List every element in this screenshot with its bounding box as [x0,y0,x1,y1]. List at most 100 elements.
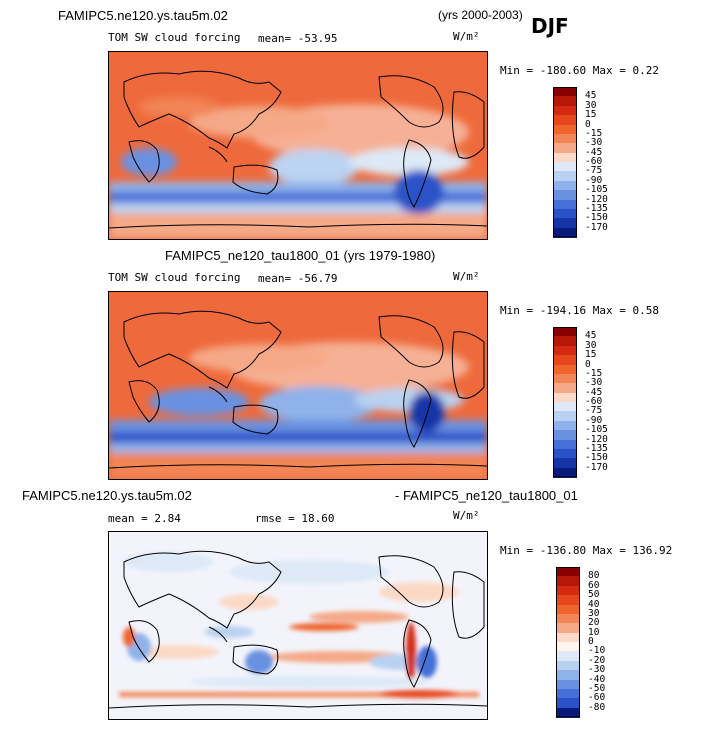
panel3-mean: mean = 2.84 [108,512,181,525]
colorbar-tick-label: 30 [588,607,600,619]
panel2-mean: mean= -56.79 [258,272,338,285]
colorbar-swatch [553,208,577,219]
colorbar-tick-label: -45 [585,146,603,158]
colorbar-swatch [553,355,577,365]
colorbar-tick-label: -90 [585,174,603,186]
colorbar-swatch [556,604,580,615]
colorbar-tick-label: 20 [588,617,600,629]
colorbar-tick-label: -80 [588,701,606,713]
colorbar-tick-label: 0 [585,358,591,370]
colorbar-swatch [556,595,580,605]
colorbar-tick-label: -15 [585,367,603,379]
colorbar-swatch [553,373,577,384]
colorbar-swatch [553,218,577,229]
colorbar-tick-label: -135 [585,442,608,454]
panel3-rmse: rmse = 18.60 [255,512,335,525]
panel1-map [108,51,488,240]
colorbar-swatch [553,327,577,337]
colorbar-tick-label: 30 [585,99,597,111]
panel3-units: W/m² [453,509,480,522]
colorbar-swatch [556,679,580,690]
colorbar-tick-label: -20 [588,654,606,666]
colorbar-swatch [553,392,577,403]
panel2-title: FAMIPC5_ne120_tau1800_01 (yrs 1979-1980) [165,248,436,263]
colorbar-swatch [553,190,577,200]
colorbar-swatch [556,660,580,671]
colorbar-tick-label: -60 [585,396,603,407]
colorbar-tick-label: -90 [585,414,603,426]
colorbar-swatch [553,439,577,450]
colorbar-tick-label: 40 [588,598,600,610]
colorbar-swatch [553,364,577,375]
colorbar-swatch [553,199,577,210]
colorbar-tick-label: 50 [588,589,600,601]
panel1-title: FAMIPC5.ne120.ys.tau5m.02 [58,8,228,23]
colorbar-tick-label: -75 [585,165,603,177]
colorbar-tick-label: 0 [588,636,594,647]
colorbar-swatch [556,642,580,652]
colorbar-tick-label: 80 [588,570,600,582]
colorbar-swatch [553,402,577,412]
colorbar-tick-label: -105 [585,184,608,196]
colorbar-swatch [553,411,577,422]
panel3-title-right: - FAMIPC5_ne120_tau1800_01 [395,488,578,503]
colorbar-swatch [553,430,577,440]
colorbar-swatch [553,152,577,163]
colorbar-swatch [553,458,577,469]
colorbar-tick-label: -150 [585,452,608,464]
colorbar-tick-label: -135 [585,202,608,214]
colorbar-tick-label: -50 [588,682,606,694]
colorbar-swatch [556,585,580,596]
colorbar-swatch [556,670,580,680]
colorbar-tick-label: 45 [585,330,597,342]
panel3-colorbar-frame [556,567,580,717]
panel2-units: W/m² [453,270,480,283]
colorbar-tick-label: -30 [585,377,603,389]
colorbar-swatch [556,567,580,577]
panel1-minmax: Min = -180.60 Max = 0.22 [500,64,659,77]
colorbar-tick-label: -45 [585,386,603,398]
colorbar-swatch [553,448,577,459]
panel2-colorbar-frame [553,327,577,477]
panel2-variable: TOM SW cloud forcing [108,271,241,284]
colorbar-tick-label: 0 [585,118,591,130]
season-label: DJF [531,14,569,38]
colorbar-swatch [553,227,577,238]
panel3-title-left: FAMIPC5.ne120.ys.tau5m.02 [22,488,192,503]
panel1-units: W/m² [453,30,480,43]
colorbar-swatch [556,651,580,662]
colorbar-tick-label: -120 [585,433,608,445]
colorbar-tick-label: -30 [588,664,606,676]
colorbar-swatch [553,162,577,172]
panel1-years: (yrs 2000-2003) [438,8,523,22]
colorbar-swatch [553,383,577,394]
colorbar-swatch [553,115,577,125]
colorbar-tick-label: -30 [585,137,603,149]
colorbar-swatch [556,632,580,643]
colorbar-swatch [553,171,577,182]
colorbar-swatch [553,87,577,97]
colorbar-swatch [553,105,577,116]
colorbar-swatch [553,124,577,135]
colorbar-swatch [553,467,577,478]
panel1-mean: mean= -53.95 [258,32,338,45]
colorbar-tick-label: -15 [585,127,603,139]
colorbar-swatch [553,420,577,431]
colorbar-swatch [553,143,577,154]
panel2-map [108,291,488,480]
colorbar-swatch [556,698,580,709]
colorbar-tick-label: -75 [585,405,603,417]
panel1-variable: TOM SW cloud forcing [108,31,241,44]
colorbar-tick-label: -10 [588,645,606,657]
colorbar-swatch [556,707,580,718]
colorbar-tick-label: 30 [585,339,597,351]
colorbar-swatch [556,576,580,587]
colorbar-swatch [553,345,577,356]
colorbar-tick-label: -150 [585,212,608,224]
panel1-colorbar-frame [553,87,577,237]
colorbar-tick-label: 15 [585,109,597,121]
colorbar-tick-label: -120 [585,193,608,205]
colorbar-tick-label: -170 [585,221,608,233]
colorbar-tick-label: 15 [585,349,597,361]
panel3-map [108,531,488,720]
